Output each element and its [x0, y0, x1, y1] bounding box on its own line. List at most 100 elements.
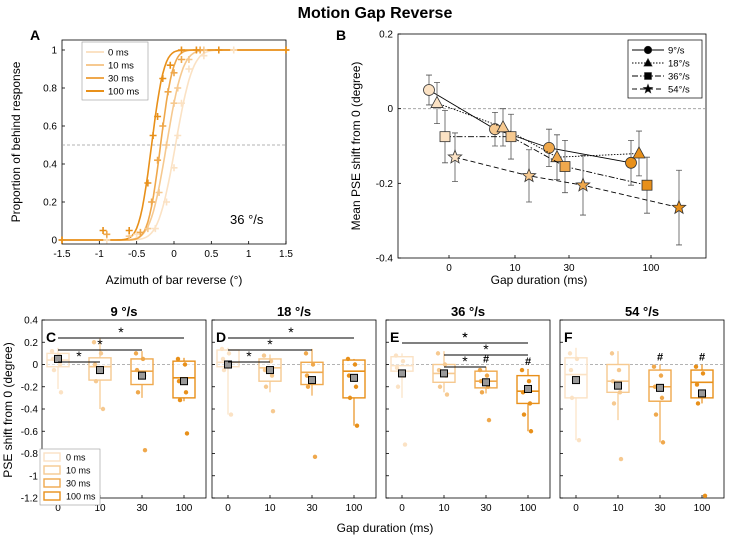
- box-point: [435, 351, 441, 356]
- panel-f-xtick-label: 10: [612, 503, 624, 514]
- box-mean: [698, 389, 706, 398]
- panel-a-xlabel: Azimuth of bar reverse (°): [106, 273, 243, 287]
- box-point: [402, 442, 408, 447]
- panel-b-marker-circle: [543, 141, 555, 154]
- panel-a-xtick-label: -1: [95, 249, 104, 260]
- box-point: [270, 409, 276, 414]
- panel-a-point: [154, 156, 162, 164]
- panel-a-point: [148, 198, 156, 206]
- panel-b-legend-box: [627, 39, 703, 99]
- significance-star: *: [462, 329, 468, 345]
- panel-c-xtick-label: 100: [176, 503, 193, 514]
- panel-e-xtick-label: 10: [438, 503, 450, 514]
- panel-a-point: [125, 227, 133, 234]
- panel-a-point: [103, 230, 111, 238]
- panel-e-label: E: [390, 329, 399, 345]
- panel-c-legend-label: 100 ms: [66, 492, 96, 502]
- box-mean: [266, 366, 274, 375]
- significance-star: *: [267, 336, 273, 352]
- box-point: [658, 373, 664, 378]
- panel-b-ytick-label: 0: [387, 104, 393, 115]
- box-point: [521, 412, 527, 417]
- box-point: [568, 367, 574, 373]
- box-point: [305, 384, 311, 389]
- panel-c-xtick-label: 10: [94, 503, 106, 514]
- panel-a-point: [99, 227, 107, 234]
- box-point: [57, 362, 63, 367]
- panel-c-legend-swatch: [43, 465, 61, 475]
- panel-e-xtick-label: 0: [399, 503, 405, 514]
- box-point: [142, 447, 148, 453]
- panel-d-xtick-label: 0: [225, 503, 231, 514]
- panel-f-xtick-label: 30: [654, 503, 666, 514]
- panel-b-marker-triangle: [496, 119, 510, 133]
- panel-c-legend: 0 ms 10 ms 30 ms 100 ms: [39, 448, 101, 506]
- box-point: [437, 384, 443, 389]
- panel-c-legend-label: 0 ms: [66, 453, 86, 463]
- panel-d: D 18 °/s 0 10 30 100 * * *: [211, 304, 377, 514]
- panel-f-xtick-label: 0: [573, 503, 579, 514]
- panel-b-marker-circle: [643, 45, 653, 55]
- panel-a-ylabel: Proportion of behind response: [9, 61, 23, 222]
- panel-a-point: [151, 225, 159, 233]
- box-point: [394, 365, 400, 371]
- box-point: [702, 493, 708, 498]
- panel-c-legend-swatch: [43, 491, 61, 501]
- box-point: [177, 397, 183, 403]
- panel-a-point: [133, 230, 141, 238]
- box-point: [347, 395, 353, 401]
- panel-a-point: [164, 88, 172, 96]
- panel-e-xtick-label: 100: [520, 503, 537, 514]
- panel-a-legend-label: 10 ms: [108, 61, 134, 72]
- box-point: [221, 367, 227, 373]
- box-point: [220, 356, 226, 362]
- box-panels-ylabel: PSE shift from 0 (degree): [1, 342, 15, 477]
- box-mean: [138, 371, 146, 380]
- panel-b-ytick-label: -0.4: [376, 254, 394, 265]
- panel-a-ytick-label: 0.8: [43, 84, 57, 95]
- box-point: [576, 437, 582, 443]
- box-point: [134, 367, 140, 373]
- panel-b-ytick-label: -0.2: [376, 179, 394, 190]
- box-point: [226, 351, 232, 356]
- panel-a-point: [58, 236, 66, 244]
- panel-a-point: [177, 56, 185, 63]
- panel-a-point: [215, 46, 223, 54]
- panel-a-point: [144, 225, 152, 233]
- box-point: [479, 390, 485, 395]
- panel-c-ytick-label: -0.8: [21, 449, 39, 460]
- panel-a-point: [170, 164, 178, 172]
- panel-a-point: [177, 99, 185, 107]
- box-point: [92, 362, 98, 367]
- panel-a-xtick-label: 0.5: [204, 249, 218, 260]
- box-point: [400, 358, 406, 364]
- box-panels: C9 °/s0 10 30 100-1.2-1-0.8-0.6-0.4-0.200.2…: [21, 304, 725, 514]
- box-point: [528, 429, 534, 434]
- panel-a-point: [166, 61, 174, 69]
- significance-star: *: [76, 348, 82, 364]
- box-iqr: [300, 361, 324, 386]
- panel-c-legend-label: 30 ms: [66, 479, 91, 489]
- panel-b-xtick-label: 100: [643, 263, 660, 274]
- panel-a-ytick-label: 0.4: [43, 160, 57, 171]
- box-point: [611, 401, 617, 406]
- box-point: [133, 351, 139, 356]
- panel-a-point: [159, 122, 167, 130]
- panel-a-ytick-label: 0.6: [43, 122, 57, 133]
- panel-b-marker-square: [559, 161, 571, 172]
- panel-d-xtick-label: 30: [306, 503, 318, 514]
- box-point: [477, 367, 483, 373]
- box-point: [303, 351, 309, 356]
- hash-mark: #: [699, 352, 705, 364]
- box-point: [519, 367, 525, 373]
- panel-a-xtick-label: 1: [246, 249, 252, 260]
- panel-a: A -1.5 -1 -0.5 0 0.5 1 1.5 0 0.2 0.4 0.6 0.8 1 36 °/…: [9, 27, 293, 287]
- panel-f: F 54 °/s 0 10 30 100 # #: [559, 304, 725, 514]
- panel-b-marker-triangle: [643, 57, 653, 67]
- panel-b-legend-label: 54°/s: [668, 85, 690, 96]
- panel-b-label: B: [336, 27, 346, 43]
- box-point: [184, 431, 190, 436]
- box-point: [49, 348, 55, 354]
- panel-a-annotation: 36 °/s: [230, 212, 264, 227]
- panel-c-ytick-label: -0.6: [21, 427, 39, 438]
